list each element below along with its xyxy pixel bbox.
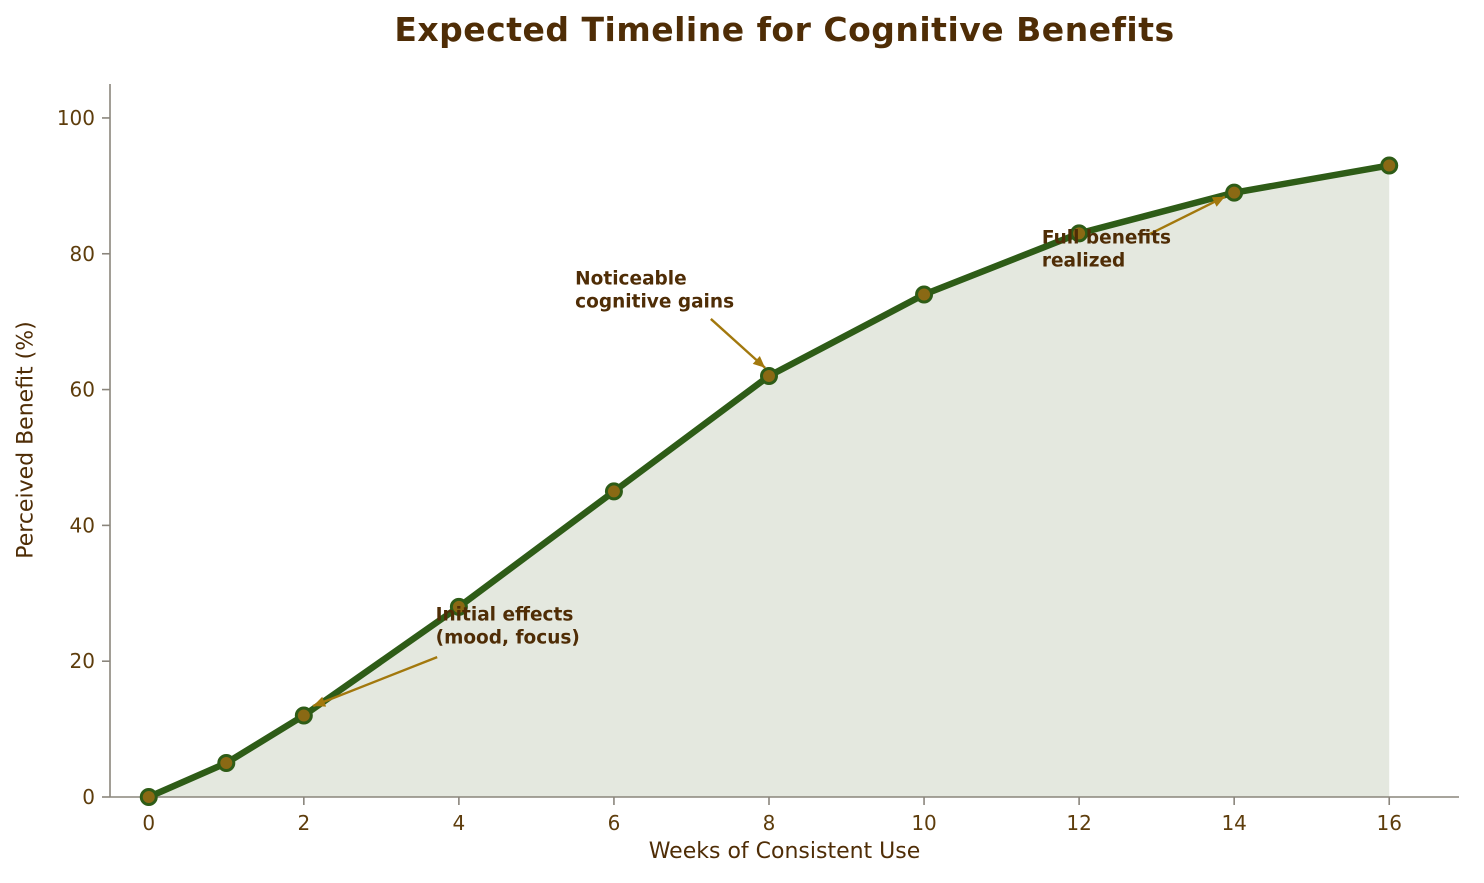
- y-tick-label: 100: [57, 106, 95, 130]
- annotation-text: realized: [1042, 251, 1125, 272]
- data-point-marker: [139, 788, 158, 806]
- data-point-marker: [294, 706, 313, 725]
- y-tick-label: 20: [70, 649, 95, 673]
- annotation-arrowhead: [1211, 196, 1225, 207]
- x-tick-label: 12: [1066, 811, 1091, 835]
- data-point-marker: [217, 754, 236, 773]
- annotation-text: cognitive gains: [575, 291, 734, 312]
- annotation-arrow: [1149, 195, 1226, 236]
- x-tick-label: 8: [763, 811, 776, 835]
- annotation-arrowhead: [313, 696, 327, 707]
- x-tick-label: 2: [297, 811, 310, 835]
- benefit-line: [145, 162, 1393, 801]
- y-tick-label: 60: [70, 378, 95, 402]
- x-axis-label: Weeks of Consistent Use: [648, 839, 921, 864]
- annotation-arrow: [312, 655, 438, 708]
- annotation-text: (mood, focus): [436, 627, 580, 648]
- annotation-arrowhead: [752, 355, 766, 368]
- annotation-arrow: [710, 318, 766, 369]
- annotation-text: Initial effects: [436, 604, 574, 625]
- x-tick-label: 14: [1221, 811, 1246, 835]
- data-point-marker: [759, 366, 778, 385]
- y-axis-label: Perceived Benefit (%): [13, 321, 39, 559]
- annotation-text: Noticeable: [575, 268, 687, 289]
- data-point-marker: [1070, 224, 1089, 243]
- x-tick-label: 10: [911, 811, 936, 835]
- x-tick-label: 16: [1376, 811, 1401, 835]
- x-tick-label: 4: [453, 811, 466, 835]
- y-tick-label: 80: [70, 242, 95, 266]
- data-point-marker: [915, 285, 934, 304]
- x-tick-label: 6: [608, 811, 621, 835]
- data-point-marker: [1380, 156, 1399, 175]
- data-point-marker: [1225, 183, 1244, 202]
- chart-title: Expected Timeline for Cognitive Benefits: [394, 10, 1175, 49]
- y-tick-label: 40: [70, 513, 95, 537]
- data-point-marker: [449, 597, 468, 616]
- area-fill: [148, 165, 1390, 797]
- data-point-marker: [604, 482, 623, 501]
- annotation-text: Full benefits: [1042, 228, 1171, 249]
- y-tick-label: 0: [82, 785, 95, 809]
- x-tick-label: 0: [142, 811, 155, 835]
